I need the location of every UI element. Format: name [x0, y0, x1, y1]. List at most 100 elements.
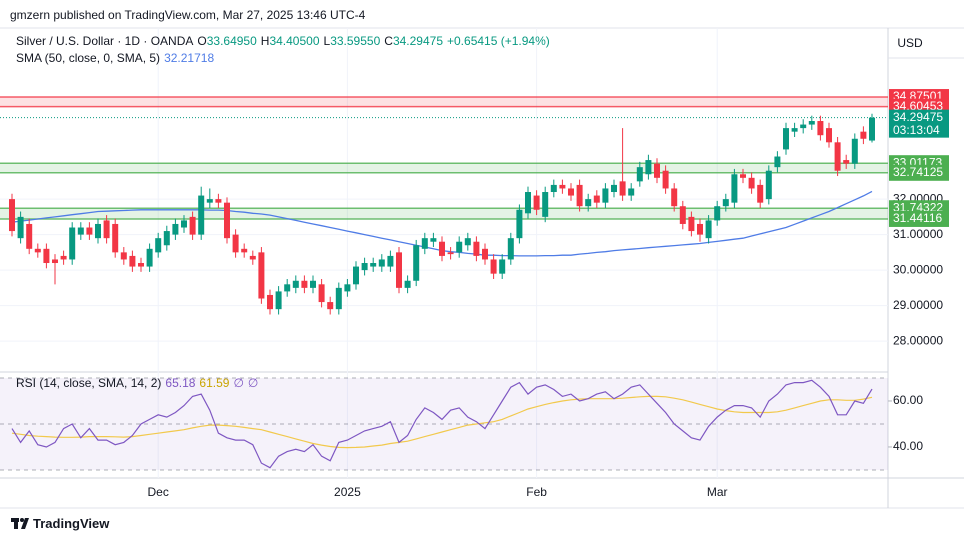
- candle-body: [224, 202, 230, 239]
- candle-body: [869, 117, 875, 141]
- candle-body: [310, 280, 316, 288]
- candle-body: [826, 128, 832, 143]
- candle-body: [654, 163, 660, 178]
- candle-body: [232, 234, 239, 253]
- zone-label: 34.60453: [893, 99, 943, 113]
- legend-open: 33.64950: [206, 34, 257, 48]
- candle-body: [507, 238, 514, 260]
- candle-body: [628, 188, 635, 196]
- zone-label-bg: [889, 210, 949, 227]
- candle-body: [456, 241, 463, 253]
- currency[interactable]: USD: [897, 36, 923, 50]
- candle-body: [112, 223, 119, 253]
- candle-body: [387, 255, 394, 267]
- candle-body: [688, 216, 695, 232]
- candle-body: [817, 121, 824, 136]
- candle-body: [559, 184, 566, 189]
- candle-body: [275, 291, 282, 310]
- candle-body: [585, 199, 592, 207]
- candle-body: [525, 192, 531, 214]
- symbol[interactable]: Silver / U.S. Dollar · 1D · OANDA: [16, 34, 194, 48]
- candle-body: [714, 206, 721, 221]
- y-tick-label: 31.00000: [893, 227, 943, 241]
- candle-body: [378, 259, 385, 267]
- candle-body: [447, 252, 454, 255]
- candle-body: [26, 223, 33, 249]
- y-tick-label: 30.00000: [893, 262, 943, 276]
- candle-body: [86, 227, 93, 235]
- x-tick-label: Feb: [526, 485, 547, 499]
- zone: [0, 208, 888, 219]
- candle-body: [662, 170, 669, 189]
- candle-body: [77, 227, 84, 235]
- price-label-bg: [889, 109, 949, 138]
- rsi-legend: RSI (14, close, SMA, 14, 2) 65.18 61.59 ∅ ∅: [16, 376, 262, 390]
- candle-body: [189, 216, 196, 235]
- na-value: ∅: [247, 376, 259, 390]
- na-value: ∅: [233, 376, 244, 390]
- rsi-tick-label: 60.00: [893, 393, 923, 407]
- layer: [0, 28, 892, 478]
- rsi-value: 65.18: [165, 376, 196, 390]
- sma-value: 32.21718: [164, 51, 215, 65]
- y-tick-label: 29.00000: [893, 298, 943, 312]
- logo: [11, 518, 29, 529]
- candle-body: [516, 209, 523, 239]
- candle-body: [783, 128, 789, 150]
- candle-body: [593, 195, 600, 203]
- sma-legend: SMA (50, close, 0, SMA, 5) 32.21718: [16, 51, 218, 65]
- candle-body: [705, 220, 712, 239]
- candle-body: [43, 248, 50, 264]
- legend-l: L: [323, 34, 331, 48]
- legend-c: C: [384, 34, 393, 48]
- candle-body: [645, 160, 652, 175]
- x-tick-label: 2025: [334, 485, 361, 499]
- candle-body: [292, 280, 299, 288]
- candle-body: [774, 156, 781, 168]
- candle-body: [611, 184, 617, 193]
- candle-body: [619, 181, 626, 196]
- legend-close: 34.29475: [392, 34, 443, 48]
- candle-body: [52, 259, 58, 264]
- candle-body: [404, 280, 411, 288]
- rsi-sma-value: 61.59: [199, 376, 230, 390]
- candle-body: [464, 238, 471, 246]
- candle-body: [860, 131, 867, 139]
- candle-body: [95, 223, 101, 239]
- candle-body: [482, 248, 488, 260]
- rsi-name[interactable]: RSI (14, close, SMA, 14, 2): [16, 376, 162, 390]
- candle-body: [155, 238, 162, 253]
- legend-o: O: [197, 34, 207, 48]
- rsi-line: [11, 379, 873, 469]
- layer: [0, 96, 888, 470]
- zone-label-bg: [889, 164, 949, 181]
- candle-body: [757, 184, 764, 203]
- layer: [0, 113, 888, 469]
- candle-body: [740, 174, 746, 178]
- publish-note: gmzern published on TradingView.com, Mar…: [10, 8, 366, 22]
- sma-name[interactable]: SMA (50, close, 0, SMA, 5): [16, 51, 161, 65]
- countdown: 03:13:04: [893, 123, 940, 137]
- layer: 28.0000029.0000030.0000031.0000032.00000…: [148, 89, 949, 499]
- candle-body: [473, 241, 480, 256]
- candle-body: [267, 294, 273, 310]
- legend-low: 33.59550: [330, 34, 381, 48]
- legend-high: 34.40500: [269, 34, 320, 48]
- candle-body: [60, 255, 67, 260]
- candle-body: [146, 248, 153, 267]
- brand[interactable]: TradingView: [33, 516, 110, 531]
- candle-body: [249, 255, 256, 260]
- candle-body: [301, 280, 308, 288]
- candle-body: [258, 252, 265, 299]
- main-legend: Silver / U.S. Dollar · 1D · OANDA O33.649…: [16, 34, 554, 48]
- candle-body: [318, 284, 325, 303]
- y-tick-label: 28.00000: [893, 333, 943, 347]
- candle-body: [9, 199, 15, 232]
- price-label: 34.29475: [893, 110, 943, 124]
- candle-body: [370, 263, 377, 267]
- zone-label: 32.74125: [893, 165, 943, 179]
- candle-body: [731, 174, 738, 203]
